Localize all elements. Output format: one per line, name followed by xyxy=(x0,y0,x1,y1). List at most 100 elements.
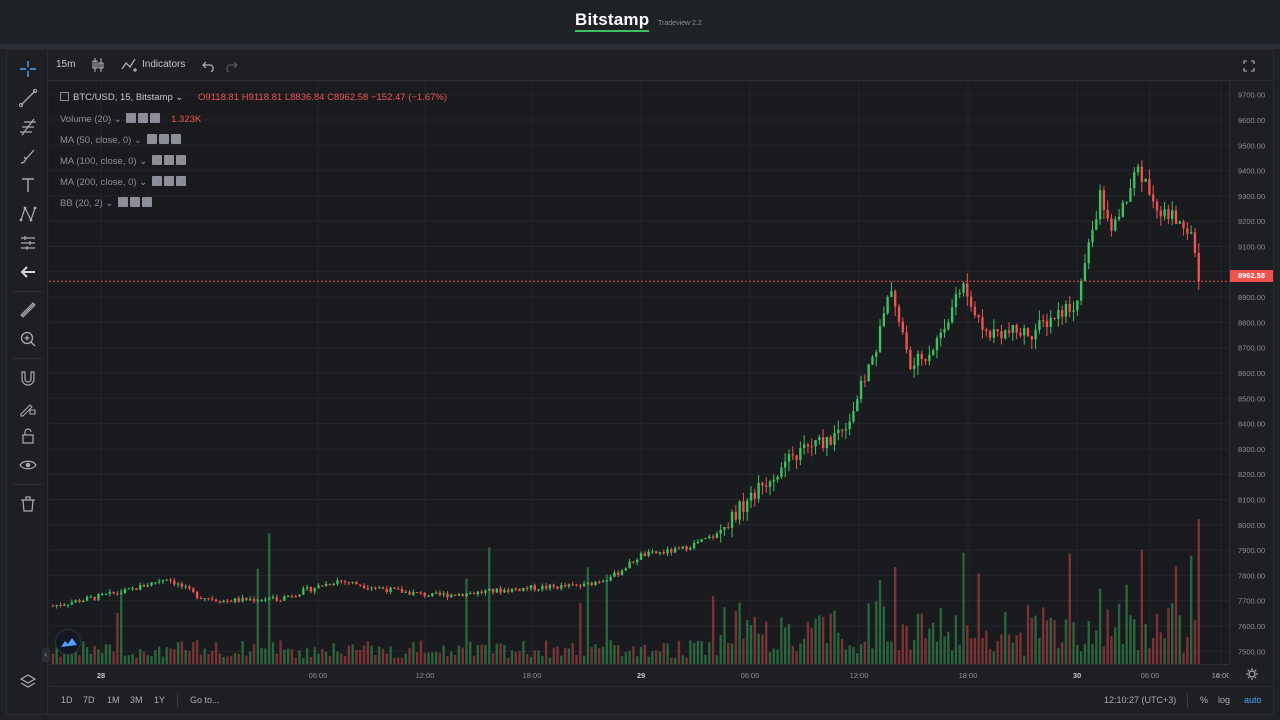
back-arrow-icon[interactable] xyxy=(17,261,39,283)
trash-icon[interactable] xyxy=(17,493,39,515)
chevron-down-icon[interactable]: ⌄ xyxy=(111,114,122,125)
candlestick-chart[interactable] xyxy=(49,82,1229,664)
goto-button[interactable]: Go to... xyxy=(190,695,220,705)
visibility-icon[interactable] xyxy=(151,155,162,165)
candle-body xyxy=(1060,310,1064,317)
chevron-down-icon[interactable]: ⌄ xyxy=(131,135,142,146)
chart-pane[interactable] xyxy=(49,82,1229,664)
volume-bar xyxy=(575,654,578,664)
volume-bar xyxy=(264,648,267,664)
chevron-down-icon[interactable]: ⌄ xyxy=(136,156,148,167)
close-icon[interactable] xyxy=(175,155,186,165)
settings-icon[interactable] xyxy=(158,134,169,144)
candle-body xyxy=(544,585,548,589)
auto-toggle[interactable]: auto xyxy=(1244,695,1262,705)
chevron-down-icon[interactable]: ⌄ xyxy=(172,92,184,103)
volume-bar xyxy=(738,602,741,664)
candle-body xyxy=(400,589,404,593)
ma100-label[interactable]: MA (100, close, 0) xyxy=(60,156,137,167)
candle-body xyxy=(207,598,210,600)
volume-bar xyxy=(806,621,810,664)
visibility-icon[interactable] xyxy=(151,176,162,186)
close-icon[interactable] xyxy=(142,197,153,207)
settings-icon[interactable] xyxy=(163,155,174,165)
candle-body xyxy=(1163,209,1166,217)
candle-body xyxy=(897,306,901,322)
ma50-label[interactable]: MA (50, close, 0) xyxy=(60,135,132,146)
volume-bar xyxy=(1186,637,1189,664)
range-1m[interactable]: 1M xyxy=(107,695,120,705)
candle-body xyxy=(996,329,999,332)
zoom-in-icon[interactable] xyxy=(17,328,39,350)
text-icon[interactable] xyxy=(17,174,39,196)
range-1y[interactable]: 1Y xyxy=(154,695,166,705)
visibility-icon[interactable] xyxy=(126,113,137,123)
chevron-down-icon[interactable]: ⌄ xyxy=(136,177,148,188)
candle-type-icon[interactable] xyxy=(91,57,105,78)
visibility-icon[interactable] xyxy=(118,197,129,207)
volume-bar xyxy=(746,619,749,664)
fib-icon[interactable] xyxy=(17,116,39,138)
indicators-button[interactable]: Indicators xyxy=(142,59,186,70)
candle-body xyxy=(567,584,571,587)
volume-bar xyxy=(518,650,521,664)
pattern-icon[interactable] xyxy=(17,203,39,225)
candle-body xyxy=(848,421,851,430)
lock-drawing-icon[interactable] xyxy=(17,396,39,418)
volume-label[interactable]: Volume (20) xyxy=(60,114,112,125)
prediction-icon[interactable] xyxy=(17,232,39,254)
brush-icon[interactable] xyxy=(17,145,39,167)
candle-body xyxy=(913,365,916,370)
percent-toggle[interactable]: % xyxy=(1200,695,1209,705)
candle-body xyxy=(328,583,332,585)
chart-settings-icon[interactable] xyxy=(60,92,69,101)
volume-bar xyxy=(1197,519,1200,664)
tradingview-logo[interactable] xyxy=(55,629,81,655)
redo-icon[interactable] xyxy=(224,59,238,77)
settings-icon[interactable] xyxy=(163,176,174,186)
visibility-icon[interactable] xyxy=(146,134,157,144)
volume-bar xyxy=(897,650,901,664)
bb-label[interactable]: BB (20, 2) xyxy=(60,198,103,209)
log-toggle[interactable]: log xyxy=(1218,695,1231,705)
candle-body xyxy=(366,587,369,589)
layers-icon[interactable] xyxy=(17,671,39,693)
close-icon[interactable] xyxy=(175,176,186,186)
range-3m[interactable]: 3M xyxy=(130,695,143,705)
trend-line-icon[interactable] xyxy=(17,87,39,109)
scale-settings-icon[interactable] xyxy=(1245,667,1259,686)
price-scale[interactable]: 9700.00 9600.00 9500.00 9400.00 9300.00 9200.… xyxy=(1229,82,1273,664)
magnet-icon[interactable] xyxy=(17,367,39,389)
crosshair-icon[interactable] xyxy=(17,58,39,80)
eye-icon[interactable] xyxy=(17,454,39,476)
candle-body xyxy=(1007,330,1011,333)
time-scale[interactable]: 28 06:00 12:00 18:00 29 06:00 12:00 18:00 30 06:0… xyxy=(49,664,1230,685)
candle-body xyxy=(507,589,510,592)
ma200-label[interactable]: MA (200, close, 0) xyxy=(60,177,137,188)
candle-body xyxy=(355,581,358,585)
chevron-down-icon[interactable]: ⌄ xyxy=(102,198,114,209)
fullscreen-icon[interactable] xyxy=(1243,59,1255,77)
settings-icon[interactable] xyxy=(138,113,149,123)
settings-icon[interactable] xyxy=(130,197,141,207)
undo-icon[interactable] xyxy=(202,59,216,77)
collapse-toolbar-button[interactable]: ‹ xyxy=(42,648,50,662)
volume-bar xyxy=(643,644,646,664)
candle-body xyxy=(1125,201,1128,203)
brand-logo[interactable]: Bitstamp xyxy=(575,11,650,32)
symbol-label[interactable]: BTC/USD, 15, Bitstamp xyxy=(73,92,173,103)
range-7d[interactable]: 7D xyxy=(83,695,95,705)
close-icon[interactable] xyxy=(170,134,181,144)
indicators-icon[interactable] xyxy=(121,57,139,78)
volume-bar xyxy=(882,606,886,664)
candle-body xyxy=(924,359,927,362)
unlock-icon[interactable] xyxy=(17,425,39,447)
volume-bar xyxy=(753,616,757,664)
interval-selector[interactable]: 15m xyxy=(56,59,76,70)
close-icon[interactable] xyxy=(150,113,161,123)
volume-bar xyxy=(586,567,590,664)
range-1d[interactable]: 1D xyxy=(61,695,73,705)
ruler-icon[interactable] xyxy=(17,299,39,321)
candle-body xyxy=(867,364,870,382)
price-tick-label: 7600.00 xyxy=(1238,622,1265,631)
